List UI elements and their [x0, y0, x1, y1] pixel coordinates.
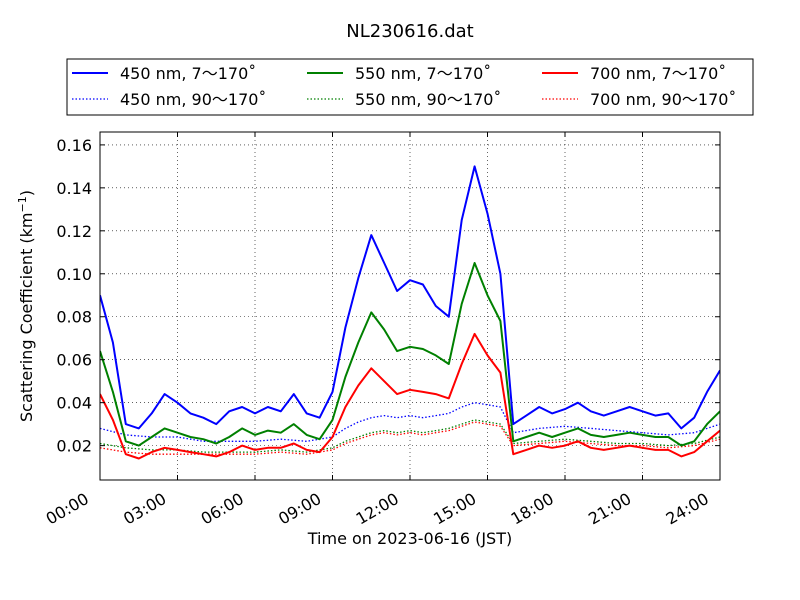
x-tick-label: 06:00 — [198, 489, 247, 529]
y-tick-label: 0.12 — [56, 222, 92, 241]
y-tick-label: 0.04 — [56, 394, 92, 413]
series-line-0 — [100, 165, 720, 430]
series-layer — [100, 165, 720, 460]
x-tick-label: 15:00 — [430, 489, 479, 529]
x-tick-label: 12:00 — [353, 489, 402, 529]
y-tick-label: 0.10 — [56, 265, 92, 284]
x-axis-label: Time on 2023-06-16 (JST) — [307, 529, 512, 548]
series-line-5 — [100, 421, 720, 455]
legend-items: 450 nm, 7～170˚ 450 nm, 90～170˚ 550 nm, 7～1… — [72, 64, 736, 109]
x-tick-label: 18:00 — [508, 489, 557, 529]
chart-legend: 450 nm, 7～170˚ 450 nm, 90～170˚ 550 nm, 7～1… — [66, 58, 754, 116]
x-tick-label: 09:00 — [275, 489, 324, 529]
plot-background — [100, 132, 720, 480]
grid-lines — [100, 132, 720, 480]
legend-label-4: 700 nm, 7～170˚ — [590, 64, 726, 83]
y-axis-label-main: Scattering Coefficient (km — [17, 212, 36, 422]
y-axis-label-close: ) — [17, 190, 36, 196]
legend-frame — [66, 58, 754, 116]
x-tick-label: 21:00 — [585, 489, 634, 529]
legend-label-0: 450 nm, 7～170˚ — [120, 64, 256, 83]
legend-label-3: 550 nm, 90～170˚ — [355, 90, 501, 109]
y-tick-label: 0.02 — [56, 437, 92, 456]
legend-label-2: 550 nm, 7～170˚ — [355, 64, 491, 83]
legend-label-5: 700 nm, 90～170˚ — [590, 90, 736, 109]
series-line-4 — [100, 332, 720, 460]
y-tick-label: 0.06 — [56, 351, 92, 370]
chart-title: NL230616.dat — [346, 21, 473, 42]
y-axis-label: Scattering Coefficient (km−1) — [16, 190, 36, 422]
y-tick-label: 0.16 — [56, 136, 92, 155]
y-tick-label: 0.08 — [56, 308, 92, 327]
x-tick-label: 03:00 — [120, 489, 169, 529]
x-tick-label: 24:00 — [663, 489, 712, 529]
x-tick-label: 00:00 — [43, 489, 92, 529]
y-tick-label: 0.14 — [56, 179, 92, 198]
y-axis-label-exponent: −1 — [16, 196, 29, 212]
series-line-3 — [100, 419, 720, 453]
series-line-2 — [100, 262, 720, 447]
legend-label-1: 450 nm, 90～170˚ — [120, 90, 266, 109]
